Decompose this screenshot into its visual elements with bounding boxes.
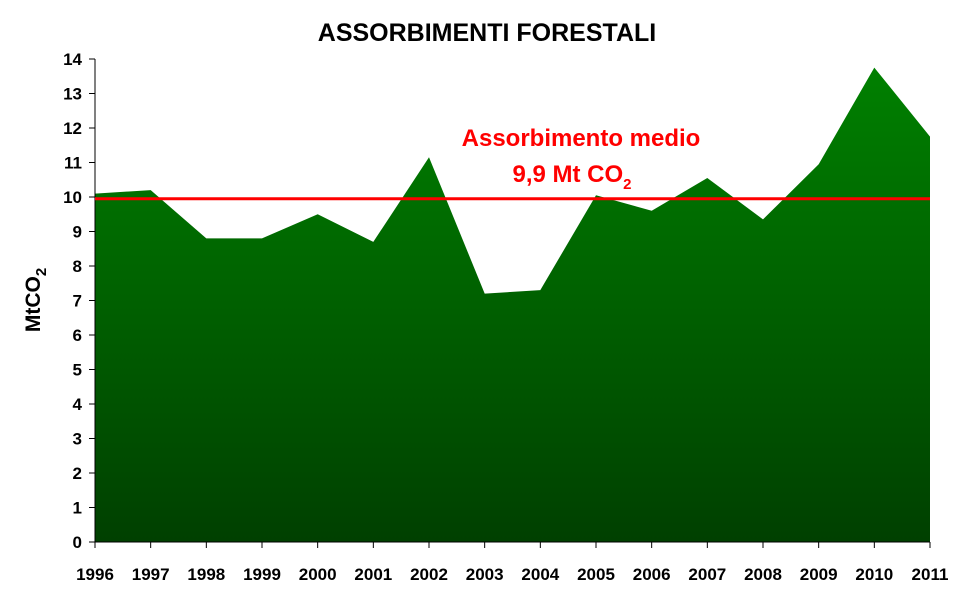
y-tick-label: 2 [73,464,82,483]
x-tick-labels: 1996 1997 1998 1999 2000 2001 2002 2003 2004 2005… [76,565,948,584]
chart-title: ASSORBIMENTI FORESTALI [318,19,656,47]
y-tick-label: 4 [73,395,83,414]
mean-annotation-line1: Assorbimento medio [462,125,701,152]
x-tick-label: 1996 [76,565,114,584]
y-tick-label: 5 [73,361,82,380]
x-tick-label: 1999 [243,565,281,584]
y-tick-label: 13 [63,85,82,104]
x-tick-label: 2006 [633,565,671,584]
y-tick-label: 1 [73,499,82,518]
x-tick-label: 2004 [521,565,559,584]
x-tick-label: 1998 [187,565,225,584]
y-tick-label: 3 [73,430,82,449]
x-tick-label: 2005 [577,565,615,584]
x-tick-label: 1997 [132,565,170,584]
x-tick-label: 2001 [354,565,392,584]
x-tick-label: 2010 [855,565,893,584]
x-tick-label: 2011 [912,565,949,584]
x-tick-label: 2009 [800,565,838,584]
x-tick-label: 2007 [688,565,726,584]
y-tick-label: 12 [63,119,82,138]
y-tick-label: 11 [64,154,82,173]
x-tick-label: 2003 [466,565,504,584]
series-area [95,67,930,542]
y-tick-label: 0 [73,533,82,552]
mean-annotation-line2: 9,9 Mt CO2 [512,161,631,193]
x-tick-label: 2000 [299,565,337,584]
axes [89,58,931,548]
y-axis-label: MtCO2 [22,268,50,332]
y-tick-label: 6 [73,326,82,345]
y-tick-label: 8 [73,257,82,276]
y-tick-label: 10 [63,188,82,207]
x-tick-label: 2002 [410,565,448,584]
area-layer [95,67,930,542]
y-tick-label: 7 [73,292,82,311]
y-tick-label: 14 [63,50,82,69]
y-tick-label: 9 [73,223,82,242]
x-tick-label: 2008 [744,565,782,584]
